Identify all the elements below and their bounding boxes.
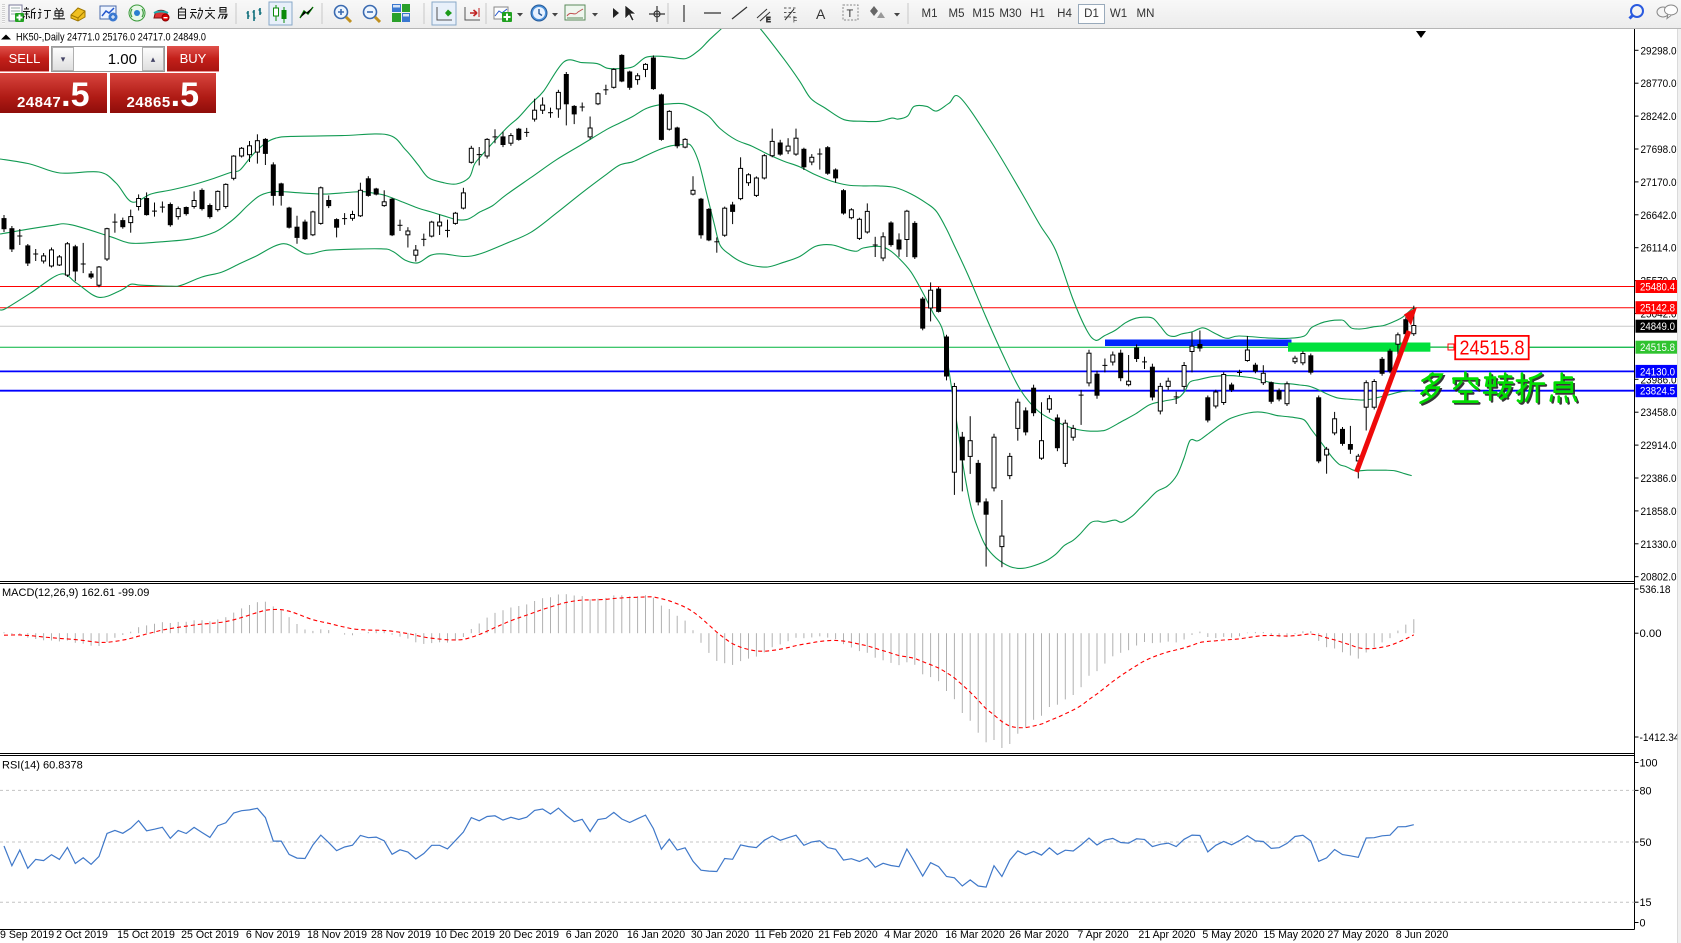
svg-text:28770.0: 28770.0 bbox=[1641, 78, 1677, 90]
svg-text:25 Oct 2019: 25 Oct 2019 bbox=[181, 929, 239, 941]
svg-text:0.00: 0.00 bbox=[1640, 628, 1662, 640]
svg-text:10 Dec 2019: 10 Dec 2019 bbox=[435, 929, 495, 941]
svg-text:9 Sep 2019: 9 Sep 2019 bbox=[0, 929, 54, 941]
svg-text:23458.0: 23458.0 bbox=[1641, 407, 1677, 419]
svg-text:21 Apr 2020: 21 Apr 2020 bbox=[1138, 929, 1195, 941]
svg-text:536.18: 536.18 bbox=[1640, 584, 1671, 596]
svg-text:27 May 2020: 27 May 2020 bbox=[1327, 929, 1388, 941]
svg-text:16 Mar 2020: 16 Mar 2020 bbox=[945, 929, 1005, 941]
svg-text:11 Feb 2020: 11 Feb 2020 bbox=[755, 929, 814, 941]
svg-text:MACD(12,26,9) 162.61 -99.09: MACD(12,26,9) 162.61 -99.09 bbox=[2, 587, 149, 599]
svg-text:27698.0: 27698.0 bbox=[1641, 144, 1677, 156]
svg-text:26642.0: 26642.0 bbox=[1641, 210, 1677, 222]
svg-text:23824.5: 23824.5 bbox=[1640, 386, 1675, 398]
svg-text:18 Nov 2019: 18 Nov 2019 bbox=[307, 929, 367, 941]
svg-text:16 Jan 2020: 16 Jan 2020 bbox=[627, 929, 685, 941]
svg-text:T: T bbox=[847, 8, 854, 20]
svg-text:24515.8: 24515.8 bbox=[1460, 337, 1525, 360]
svg-text:30 Jan 2020: 30 Jan 2020 bbox=[691, 929, 749, 941]
svg-text:0: 0 bbox=[1640, 918, 1646, 930]
svg-text:8 Jun 2020: 8 Jun 2020 bbox=[1396, 929, 1449, 941]
svg-text:15 Oct 2019: 15 Oct 2019 bbox=[117, 929, 175, 941]
svg-text:F: F bbox=[793, 18, 797, 25]
svg-text:20 Dec 2019: 20 Dec 2019 bbox=[499, 929, 559, 941]
svg-text:24849.0: 24849.0 bbox=[1640, 321, 1675, 333]
svg-text:25142.8: 25142.8 bbox=[1640, 303, 1675, 315]
svg-text:A: A bbox=[816, 6, 826, 22]
svg-text:21330.0: 21330.0 bbox=[1641, 539, 1677, 551]
svg-text:7 Apr 2020: 7 Apr 2020 bbox=[1077, 929, 1128, 941]
svg-text:-1412.34: -1412.34 bbox=[1640, 732, 1680, 744]
svg-text:15: 15 bbox=[1640, 897, 1652, 909]
svg-text:24515.8: 24515.8 bbox=[1640, 342, 1675, 354]
svg-text:5 May 2020: 5 May 2020 bbox=[1202, 929, 1257, 941]
svg-text:4 Mar 2020: 4 Mar 2020 bbox=[884, 929, 938, 941]
svg-text:28242.0: 28242.0 bbox=[1641, 111, 1677, 123]
svg-text:HK50-,Daily 24771.0 25176.0 2: HK50-,Daily 24771.0 25176.0 24717.0 2484… bbox=[16, 32, 206, 44]
svg-text:27170.0: 27170.0 bbox=[1641, 177, 1677, 189]
svg-text:26 Mar 2020: 26 Mar 2020 bbox=[1009, 929, 1069, 941]
svg-text:80: 80 bbox=[1640, 785, 1652, 797]
svg-text:22386.0: 22386.0 bbox=[1641, 473, 1677, 485]
svg-text:29298.0: 29298.0 bbox=[1641, 45, 1677, 57]
svg-text:24130.0: 24130.0 bbox=[1640, 366, 1675, 378]
svg-text:21 Feb 2020: 21 Feb 2020 bbox=[818, 929, 878, 941]
svg-text:15 May 2020: 15 May 2020 bbox=[1263, 929, 1324, 941]
svg-text:26114.0: 26114.0 bbox=[1641, 243, 1677, 255]
svg-text:6 Jan 2020: 6 Jan 2020 bbox=[566, 929, 619, 941]
svg-text:20802.0: 20802.0 bbox=[1641, 572, 1677, 584]
svg-text:28 Nov 2019: 28 Nov 2019 bbox=[371, 929, 431, 941]
svg-text:RSI(14) 60.8378: RSI(14) 60.8378 bbox=[2, 760, 83, 772]
svg-text:2 Oct 2019: 2 Oct 2019 bbox=[56, 929, 108, 941]
svg-text:E: E bbox=[766, 17, 771, 24]
svg-text:100: 100 bbox=[1640, 758, 1658, 770]
svg-text:25480.4: 25480.4 bbox=[1640, 282, 1675, 294]
svg-text:21858.0: 21858.0 bbox=[1641, 506, 1677, 518]
svg-text:6 Nov 2019: 6 Nov 2019 bbox=[246, 929, 300, 941]
svg-text:22914.0: 22914.0 bbox=[1641, 440, 1677, 452]
svg-text:50: 50 bbox=[1640, 837, 1652, 849]
